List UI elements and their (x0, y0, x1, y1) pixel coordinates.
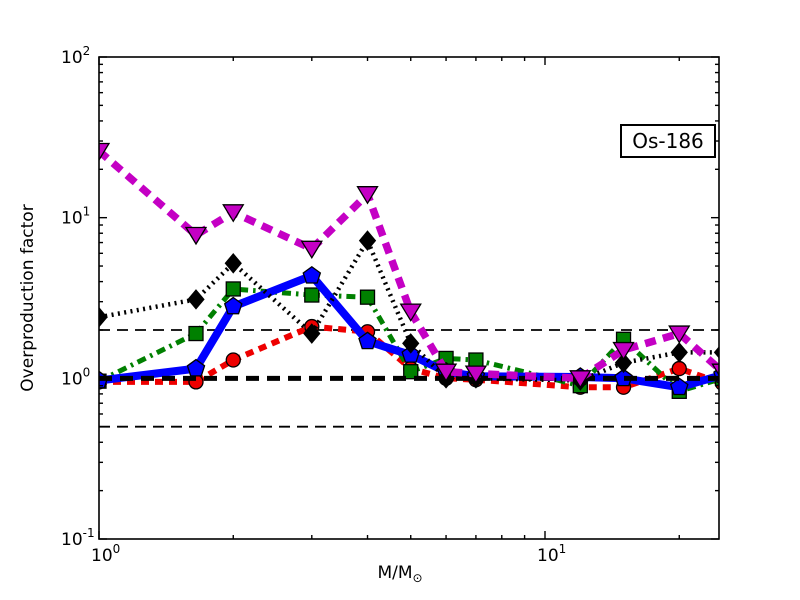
sun-symbol: ⊙ (412, 571, 423, 585)
svg-text:101: 101 (61, 205, 90, 229)
svg-text:101: 101 (537, 542, 566, 566)
svg-text:10-1: 10-1 (61, 526, 95, 550)
x-axis-label-main: M/M (377, 563, 413, 583)
isotope-annotation: Os-186 (620, 124, 716, 158)
y-axis-label: Overproduction factor (18, 204, 38, 392)
svg-text:100: 100 (91, 542, 120, 566)
svg-text:102: 102 (61, 44, 90, 68)
svg-text:100: 100 (61, 365, 90, 389)
x-axis-label: M/M⊙ (0, 563, 800, 585)
